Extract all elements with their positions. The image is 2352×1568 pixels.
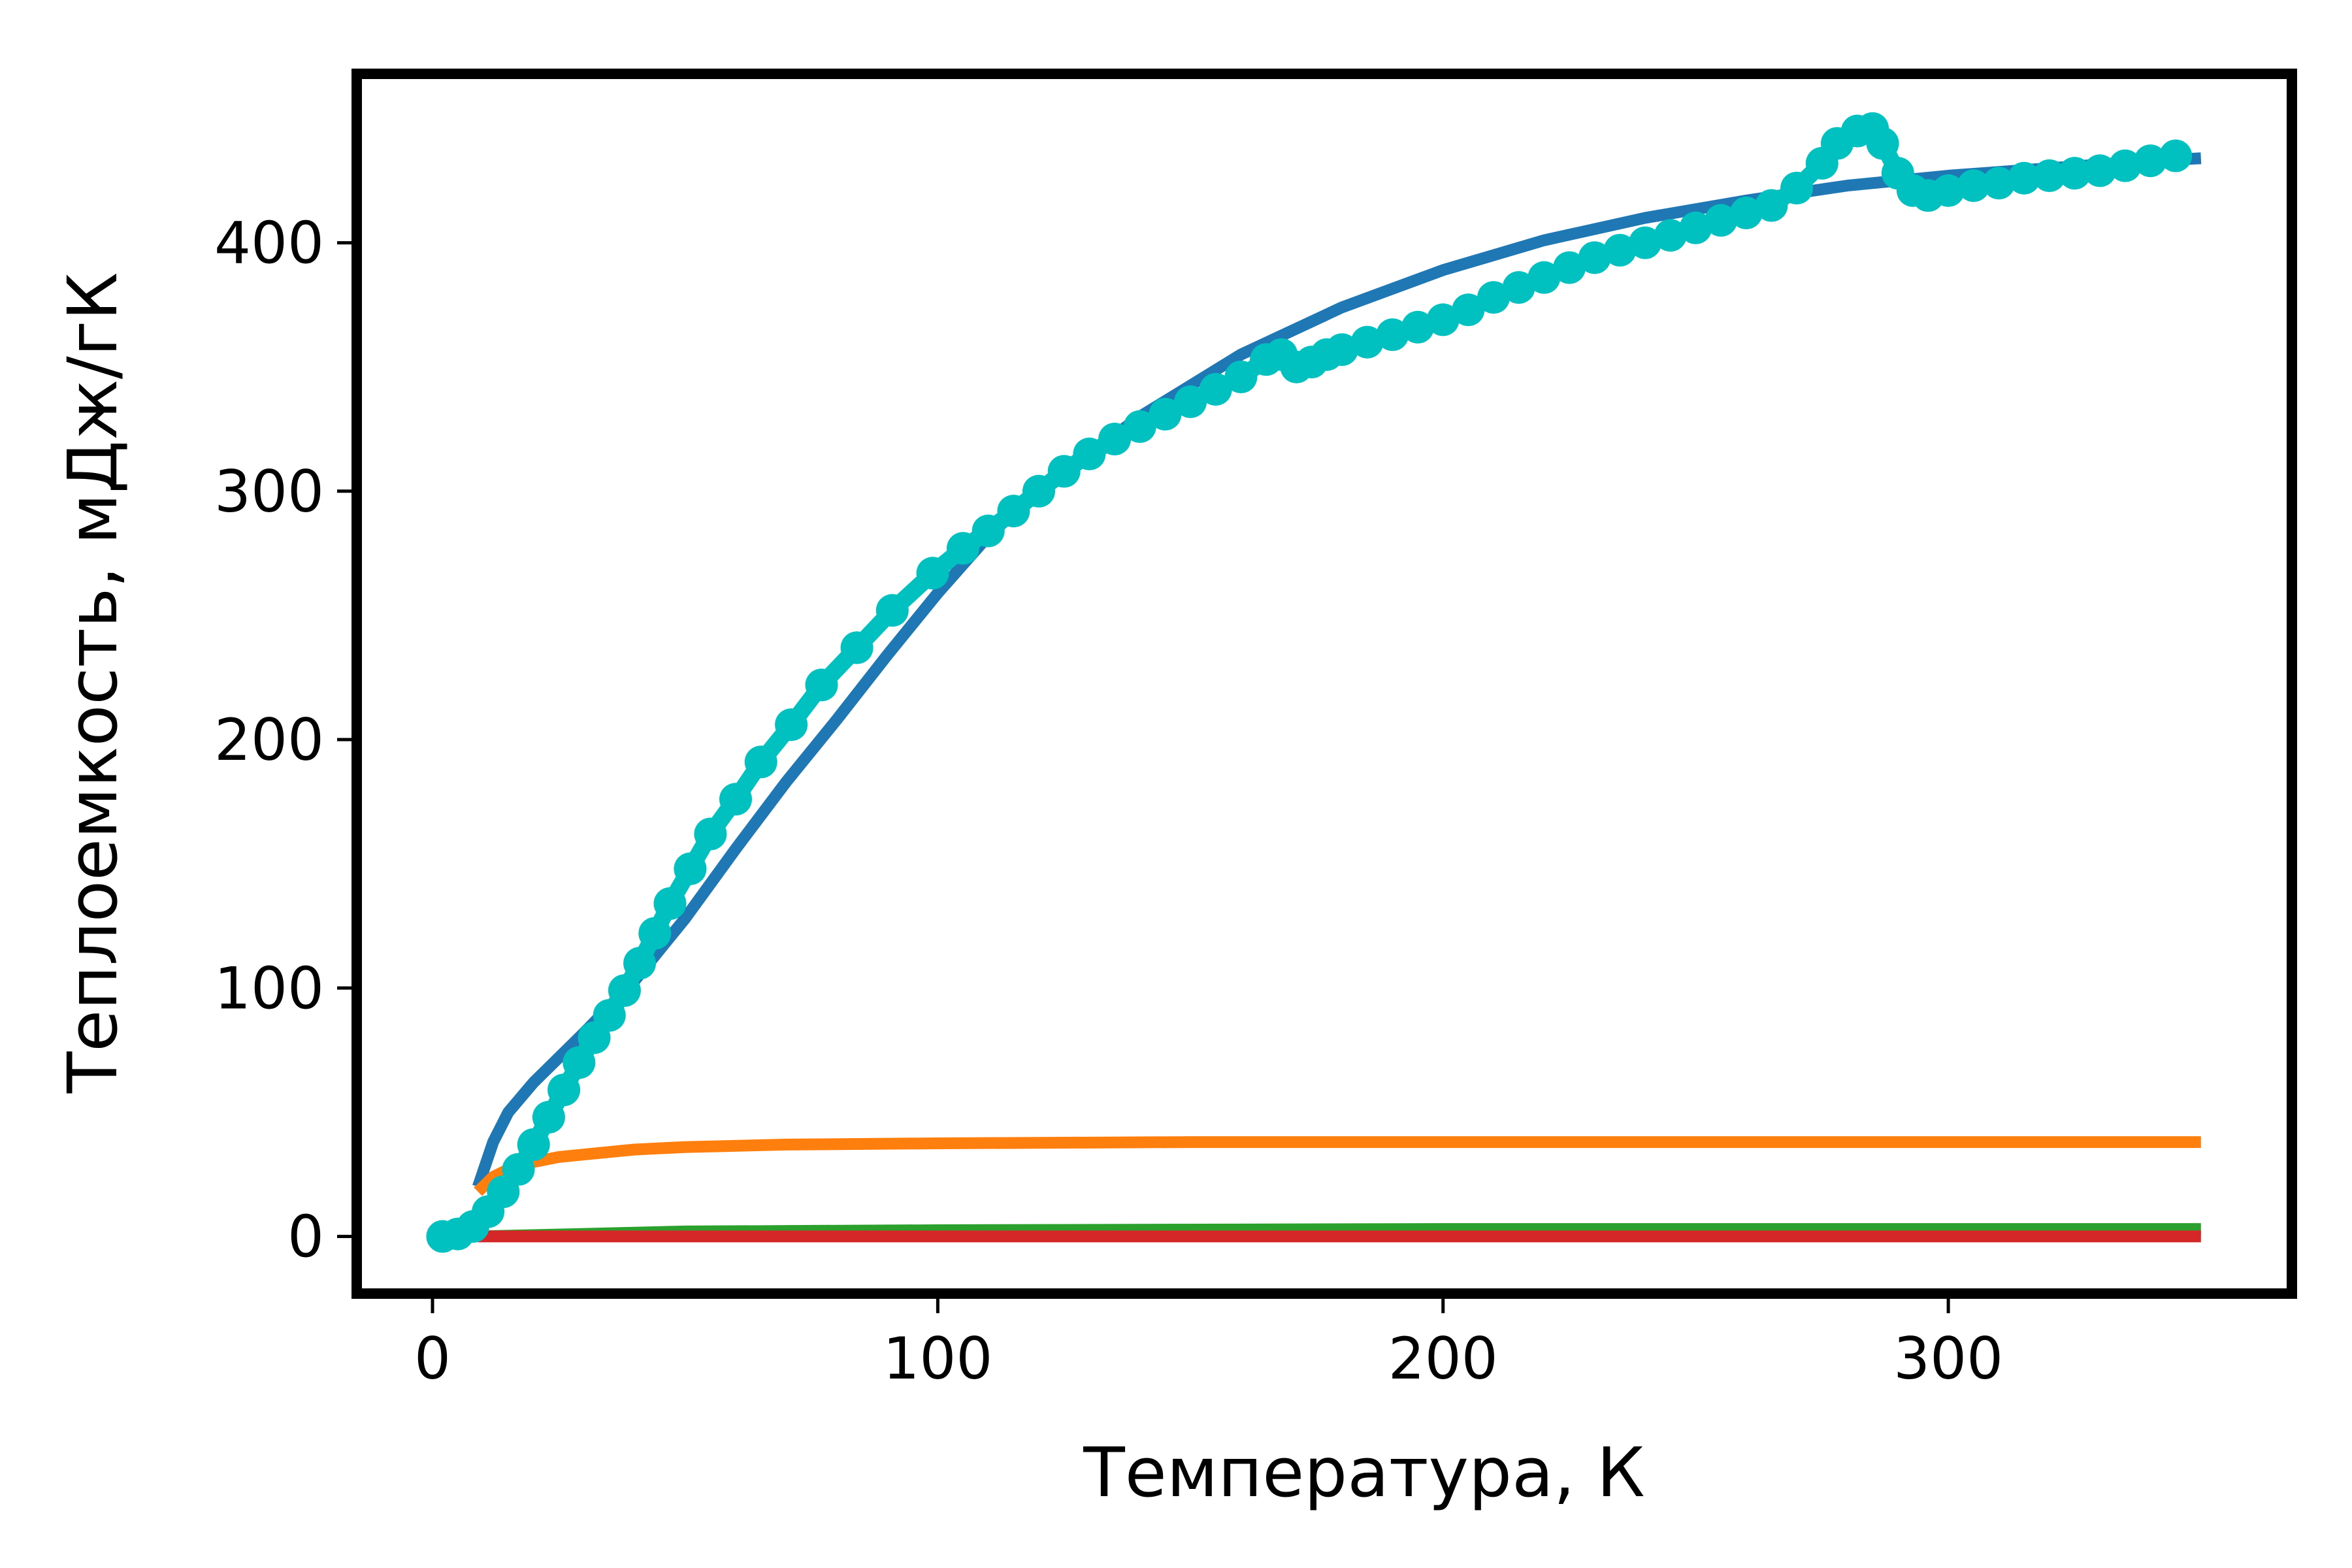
y-tick-label: 400 bbox=[214, 210, 324, 277]
data-point bbox=[608, 974, 641, 1007]
data-point bbox=[1022, 474, 1055, 508]
data-point bbox=[1149, 397, 1182, 431]
data-point bbox=[502, 1152, 535, 1186]
data-point bbox=[1705, 204, 1738, 237]
series-line-fit-total bbox=[472, 152, 2202, 1189]
data-point bbox=[2134, 144, 2167, 178]
data-point bbox=[972, 514, 1005, 547]
data-point bbox=[1982, 167, 2016, 200]
data-point bbox=[1426, 303, 1460, 336]
data-point bbox=[623, 947, 657, 980]
data-point bbox=[2108, 149, 2142, 182]
data-point bbox=[805, 668, 838, 702]
data-point bbox=[2159, 139, 2193, 172]
data-point bbox=[638, 917, 672, 950]
data-point bbox=[1199, 372, 1232, 406]
data-point bbox=[1654, 219, 1687, 252]
data-point bbox=[1047, 455, 1081, 488]
x-tick-label: 0 bbox=[414, 1325, 451, 1392]
data-point bbox=[1578, 241, 1611, 274]
data-point bbox=[1326, 333, 1359, 367]
data-point bbox=[1376, 318, 1409, 351]
data-point bbox=[563, 1046, 596, 1079]
data-point bbox=[775, 708, 808, 742]
data-point bbox=[744, 745, 777, 779]
data-point bbox=[1866, 127, 1899, 160]
y-tick-label: 300 bbox=[214, 458, 324, 525]
data-point bbox=[997, 495, 1030, 528]
y-axis-label: Теплоемкость, мДж/гК bbox=[53, 272, 133, 1094]
data-point bbox=[1527, 261, 1561, 294]
data-point bbox=[1502, 271, 1535, 304]
data-point bbox=[1553, 251, 1586, 284]
data-point bbox=[1174, 385, 1207, 418]
data-point bbox=[947, 532, 979, 565]
data-point bbox=[1224, 360, 1258, 393]
data-point bbox=[1123, 410, 1156, 443]
data-point bbox=[1073, 437, 1106, 470]
data-point bbox=[1098, 423, 1132, 455]
plot-area bbox=[426, 112, 2202, 1253]
y-tick-label: 200 bbox=[214, 706, 324, 774]
data-point bbox=[2008, 161, 2041, 195]
data-point bbox=[1452, 293, 1485, 327]
data-point bbox=[1755, 189, 1788, 222]
y-tick-label: 100 bbox=[214, 955, 324, 1022]
data-point bbox=[1957, 169, 1990, 203]
x-tick-label: 100 bbox=[883, 1325, 992, 1392]
data-point bbox=[1679, 211, 1712, 244]
y-axis: 0 100 200 300 400 bbox=[214, 210, 351, 1271]
data-point bbox=[719, 783, 752, 816]
data-point bbox=[875, 594, 909, 627]
x-tick-label: 300 bbox=[1893, 1325, 2003, 1392]
data-point bbox=[2083, 154, 2117, 188]
series-line-component-orange bbox=[474, 1136, 2201, 1196]
data-point bbox=[916, 557, 949, 590]
data-point bbox=[1729, 196, 1763, 229]
data-point bbox=[1603, 234, 1637, 267]
data-point bbox=[674, 852, 707, 885]
plot-frame bbox=[351, 69, 2297, 1299]
data-point bbox=[1477, 281, 1511, 314]
series-line-measured bbox=[434, 120, 2185, 1245]
data-point bbox=[653, 887, 687, 920]
x-axis-label: Температура, К bbox=[1083, 1433, 1645, 1512]
data-point bbox=[1780, 171, 1814, 204]
data-point bbox=[2033, 159, 2066, 192]
data-point bbox=[517, 1128, 550, 1161]
x-tick-label: 200 bbox=[1388, 1325, 1498, 1392]
data-point bbox=[2058, 157, 2091, 190]
data-point bbox=[547, 1073, 581, 1107]
y-tick-label: 0 bbox=[287, 1203, 324, 1271]
data-point bbox=[532, 1101, 565, 1134]
data-point bbox=[1350, 325, 1384, 359]
x-axis: 0 100 200 300 bbox=[414, 1299, 2003, 1392]
data-point bbox=[694, 817, 727, 851]
data-point bbox=[1629, 226, 1662, 259]
data-point bbox=[1932, 174, 1965, 207]
data-point bbox=[840, 631, 874, 664]
data-point bbox=[593, 999, 626, 1032]
data-point bbox=[1401, 310, 1435, 344]
